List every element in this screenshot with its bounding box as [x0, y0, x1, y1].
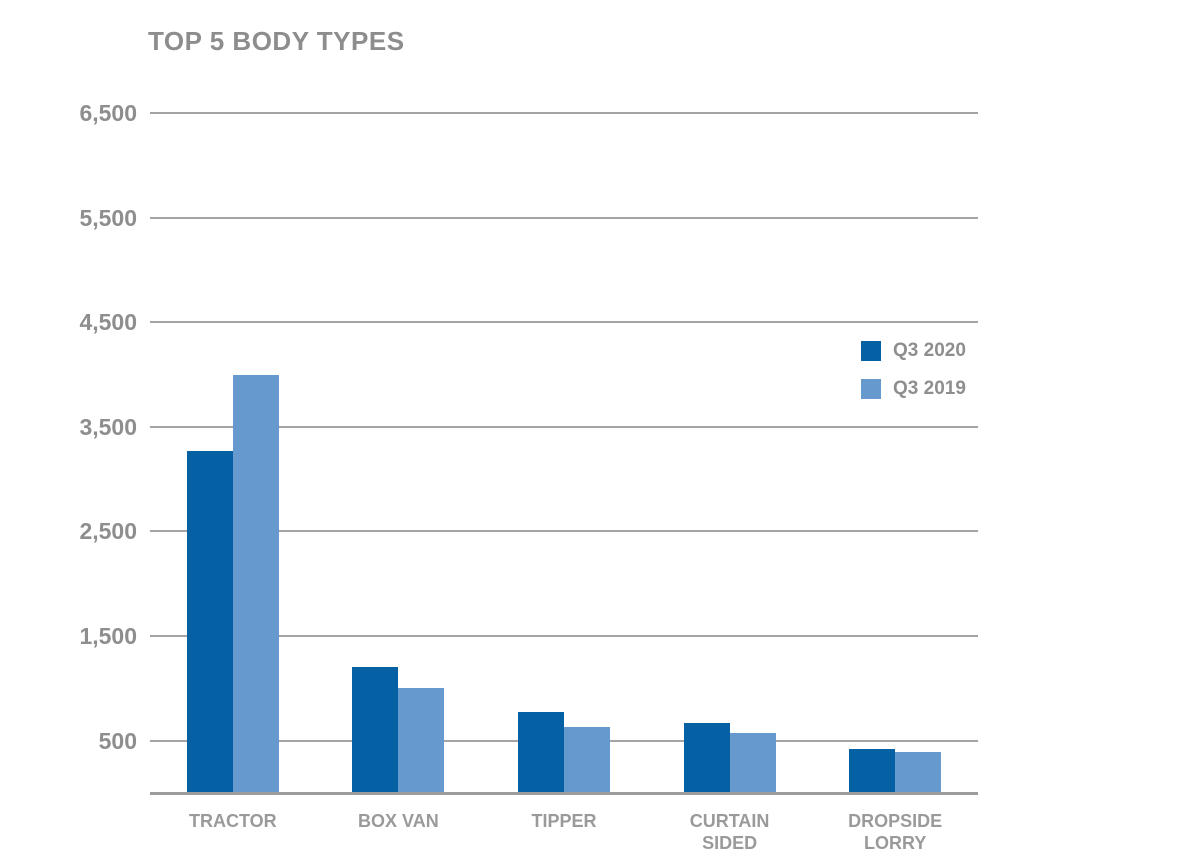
bar-tractor-q3-2019	[232, 374, 279, 793]
bar-dropside-lorry-q3-2020	[849, 749, 896, 793]
legend-label-q3-2019: Q3 2019	[893, 378, 966, 399]
x-axis-label-line: TIPPER	[531, 811, 597, 831]
y-tick-label-6500: 6,500	[79, 100, 137, 126]
gridline-6500	[150, 112, 978, 114]
x-axis-label-box-van: BOX VAN	[313, 810, 483, 832]
x-axis-baseline	[150, 792, 978, 795]
gridline-4500	[150, 321, 978, 324]
y-tick-label-2500: 2,500	[79, 518, 137, 545]
x-axis-label-dropside-lorry: DROPSIDE LORRY	[810, 810, 980, 854]
y-tick-label-3500: 3,500	[79, 413, 137, 440]
y-tick-label-4500: 4,500	[79, 309, 137, 336]
gridline-5500	[150, 216, 978, 219]
y-tick-label-500: 500	[98, 727, 137, 754]
x-axis-label-tractor: TRACTOR	[148, 810, 318, 832]
legend-item-q3-2019: Q3 2019	[861, 378, 966, 399]
x-axis-label-line: DROPSIDE	[848, 811, 943, 831]
bar-curtain-sided-q3-2020	[683, 722, 730, 793]
plot-area	[150, 112, 978, 795]
x-axis-label-line: LORRY	[864, 833, 927, 853]
x-axis-label-line: CURTAIN	[689, 811, 770, 831]
legend-swatch-q3-2020	[861, 341, 881, 361]
chart-title: TOP 5 BODY TYPES	[148, 26, 405, 56]
x-axis-label-tipper: TIPPER	[479, 810, 649, 832]
gridline-3500	[150, 425, 978, 428]
bar-curtain-sided-q3-2019	[729, 733, 776, 793]
gridline-1500	[150, 635, 978, 638]
y-tick-label-1500: 1,500	[79, 623, 137, 650]
bar-dropside-lorry-q3-2019	[895, 752, 942, 793]
bar-box-van-q3-2019	[398, 688, 445, 793]
bar-box-van-q3-2020	[352, 667, 399, 793]
x-axis-label-line: SIDED	[702, 833, 758, 853]
x-axis-label-line: TRACTOR	[188, 811, 277, 831]
x-axis-label-curtain-sided: CURTAIN SIDED	[645, 810, 815, 854]
bar-tipper-q3-2019	[564, 727, 610, 793]
legend-swatch-q3-2019	[861, 379, 881, 399]
legend-item-q3-2020: Q3 2020	[861, 340, 966, 361]
bar-tractor-q3-2020	[186, 450, 233, 793]
gridline-2500	[150, 530, 978, 533]
legend-label-q3-2020: Q3 2020	[893, 340, 966, 361]
y-tick-label-5500: 5,500	[79, 204, 137, 231]
x-axis-label-line: BOX VAN	[358, 811, 439, 831]
bar-tipper-q3-2020	[518, 712, 564, 793]
legend: Q3 2020 Q3 2019	[861, 340, 966, 417]
